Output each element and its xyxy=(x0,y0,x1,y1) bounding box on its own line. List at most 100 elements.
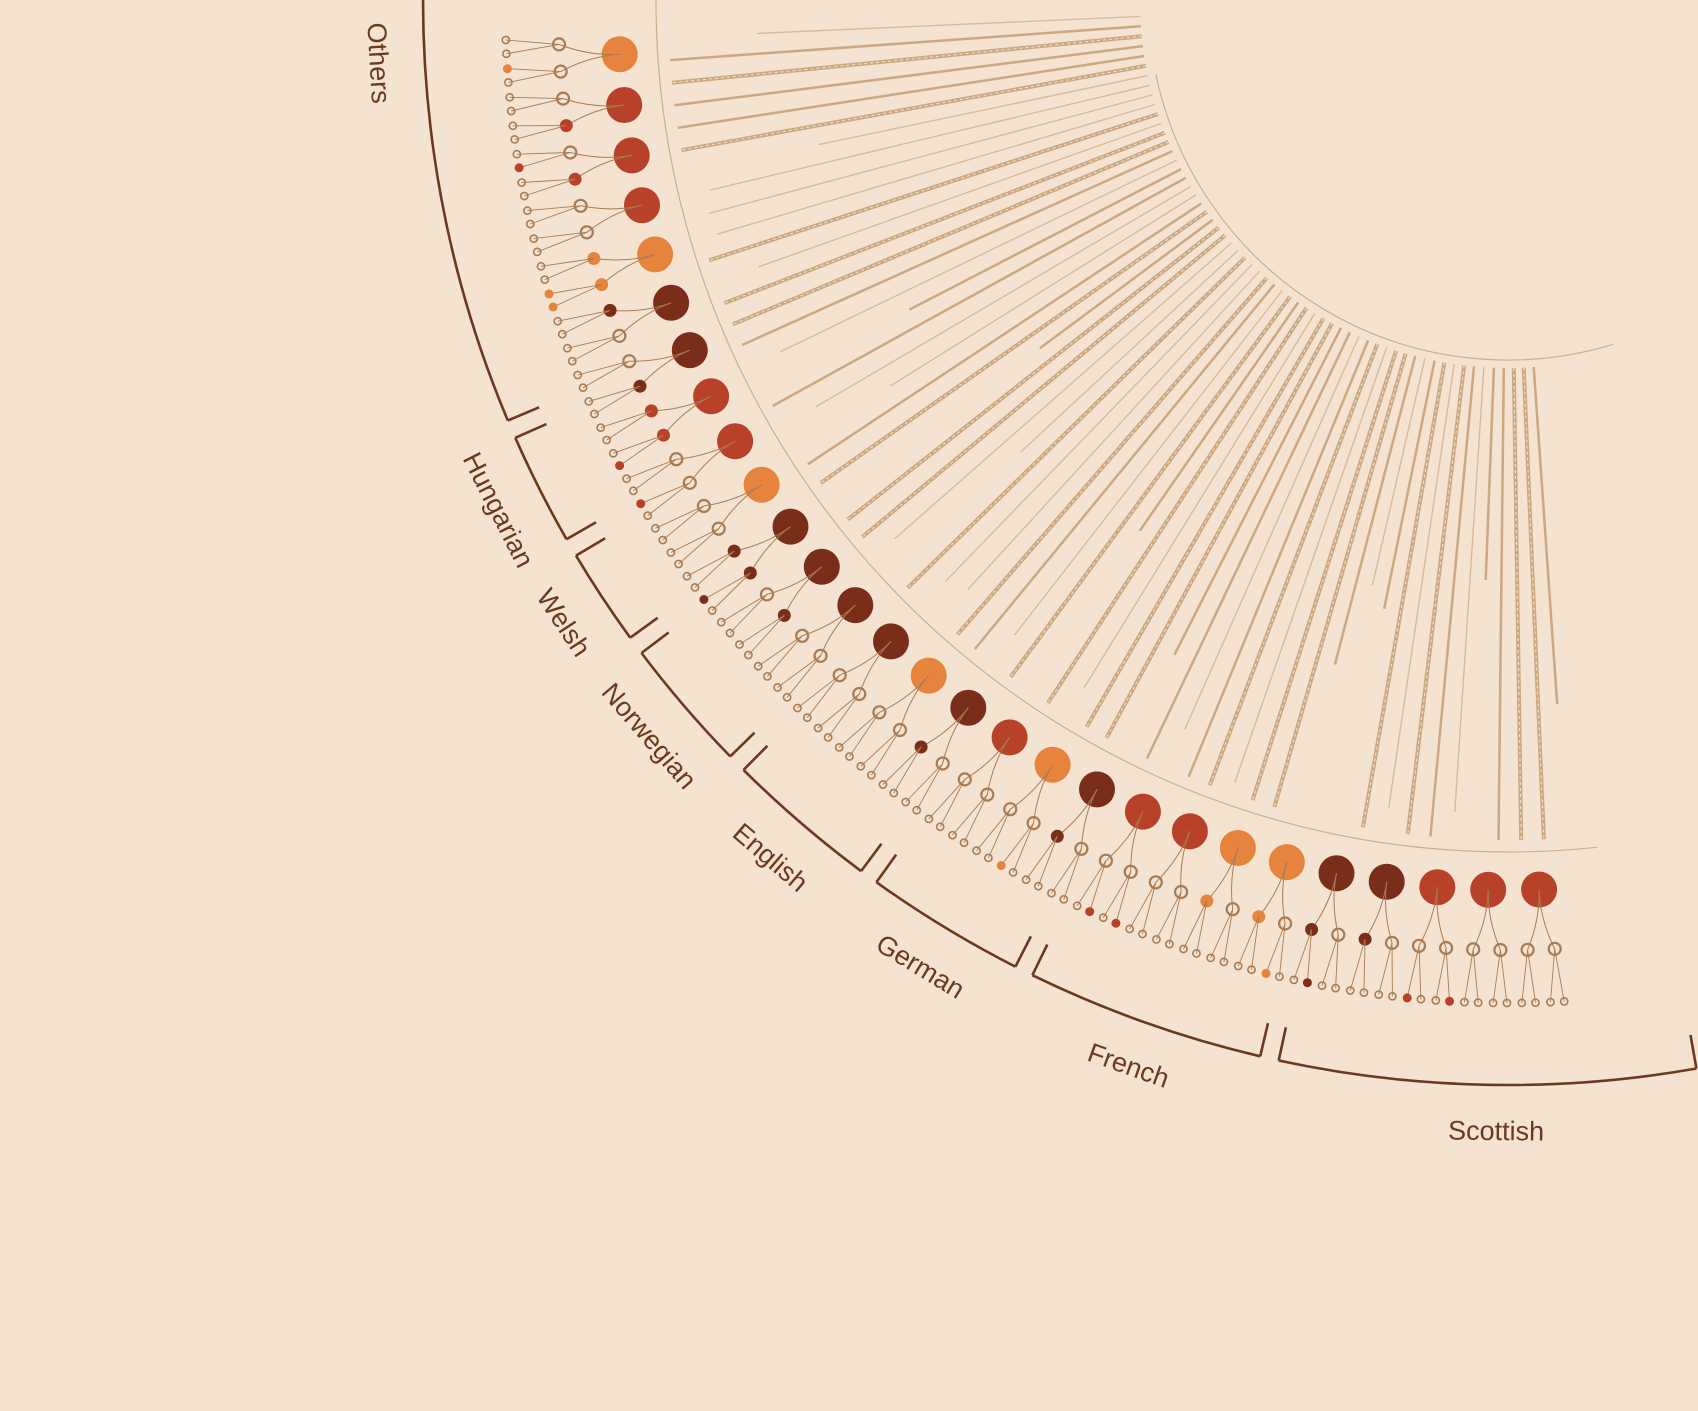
node-grandchild xyxy=(856,761,866,771)
group-bracket-tick xyxy=(742,744,769,771)
node-link xyxy=(1492,949,1501,1003)
node-grandchild xyxy=(1473,998,1483,1007)
group-bracket-tick xyxy=(629,616,659,639)
node-child xyxy=(1493,942,1508,958)
node-grandchild xyxy=(1008,868,1018,877)
node-link xyxy=(655,505,705,529)
node-grandchild xyxy=(525,219,535,229)
node-grandchild xyxy=(501,49,511,59)
node-link xyxy=(905,763,944,803)
node-link xyxy=(1168,891,1182,945)
node-grandchild xyxy=(674,559,683,569)
group-bracket xyxy=(875,881,1016,968)
ray xyxy=(973,283,1276,650)
ray-hatch xyxy=(732,141,1169,325)
ray xyxy=(674,44,1144,107)
ray-hatch xyxy=(672,35,1142,84)
node-child xyxy=(1003,802,1018,817)
node-grandchild xyxy=(773,683,782,692)
node-link xyxy=(1472,949,1479,1003)
node-grandchild xyxy=(1033,881,1043,891)
node-link xyxy=(1237,916,1260,967)
node-grandchild xyxy=(972,846,981,856)
node-child xyxy=(1074,841,1089,856)
node-link xyxy=(1521,949,1529,1003)
node-link xyxy=(1293,929,1313,981)
node-child xyxy=(711,521,726,536)
node-link xyxy=(786,655,821,698)
node-link xyxy=(987,809,1011,859)
group-bracket xyxy=(742,768,862,873)
ray xyxy=(780,159,1178,353)
ray xyxy=(1014,290,1283,636)
node-grandchild xyxy=(901,797,911,807)
node-child xyxy=(980,787,995,802)
node-grandchild xyxy=(699,595,709,604)
node-grandchild xyxy=(959,838,969,848)
ray-hatch xyxy=(1362,362,1445,828)
node-link xyxy=(1265,923,1286,974)
node-link xyxy=(662,505,705,541)
group-bracket-tick xyxy=(507,406,540,422)
node-link xyxy=(613,434,664,454)
node-link xyxy=(849,712,880,757)
node-link xyxy=(1037,836,1058,887)
group-bracket-tick xyxy=(875,853,898,883)
ray xyxy=(1187,339,1370,778)
node-grandchild xyxy=(1374,990,1384,999)
node-link xyxy=(647,482,691,516)
ray-hatch xyxy=(1106,323,1333,739)
node-link xyxy=(600,410,652,429)
node-link xyxy=(1183,900,1208,950)
node-child xyxy=(813,648,828,663)
ray xyxy=(1039,218,1214,350)
node-grandchild xyxy=(1345,986,1355,995)
node-grandchild xyxy=(1219,957,1229,967)
ray xyxy=(677,54,1145,130)
node-link xyxy=(507,68,561,73)
node-grandchild xyxy=(544,289,554,299)
ray xyxy=(908,167,1182,311)
node-link xyxy=(567,335,620,349)
node-grandchild xyxy=(1302,978,1312,988)
node-grandchild xyxy=(590,409,599,419)
node-link xyxy=(572,335,620,362)
node-link xyxy=(527,205,581,212)
node-grandchild xyxy=(1502,998,1512,1008)
node-grandchild xyxy=(622,474,631,484)
node-grandchild xyxy=(517,178,527,187)
node-link xyxy=(582,360,630,389)
node-grandchild xyxy=(1072,901,1082,911)
node-link xyxy=(916,763,944,811)
node-link xyxy=(1025,836,1058,880)
ray-hatch xyxy=(907,257,1246,589)
ray xyxy=(741,149,1174,347)
node-child xyxy=(1173,884,1189,900)
node-grandchild xyxy=(608,448,618,458)
node-grandchild xyxy=(1233,961,1243,971)
ray-hatch xyxy=(1047,307,1307,704)
node-child xyxy=(957,772,972,787)
ray-hatch xyxy=(820,211,1208,484)
node-grandchild xyxy=(1460,997,1469,1007)
node-link xyxy=(1142,882,1157,935)
node-link xyxy=(1115,871,1132,924)
node-grandchild xyxy=(682,571,692,581)
inner-ring xyxy=(1155,74,1614,361)
node-grandchild xyxy=(1289,975,1299,985)
node-grandchild xyxy=(725,628,735,638)
node-link xyxy=(516,152,571,155)
node-grandchild xyxy=(690,583,700,592)
node-link xyxy=(767,635,803,677)
node-grandchild xyxy=(501,35,511,45)
node-grandchild xyxy=(924,814,934,824)
ray xyxy=(818,74,1148,146)
group-bracket xyxy=(514,437,568,540)
node-child xyxy=(622,354,637,369)
group-bracket xyxy=(640,652,732,758)
node-child xyxy=(1277,916,1293,931)
node-link xyxy=(514,125,567,140)
node-grandchild xyxy=(584,396,594,406)
node-link xyxy=(524,178,576,197)
node-grandchild xyxy=(1098,913,1108,923)
